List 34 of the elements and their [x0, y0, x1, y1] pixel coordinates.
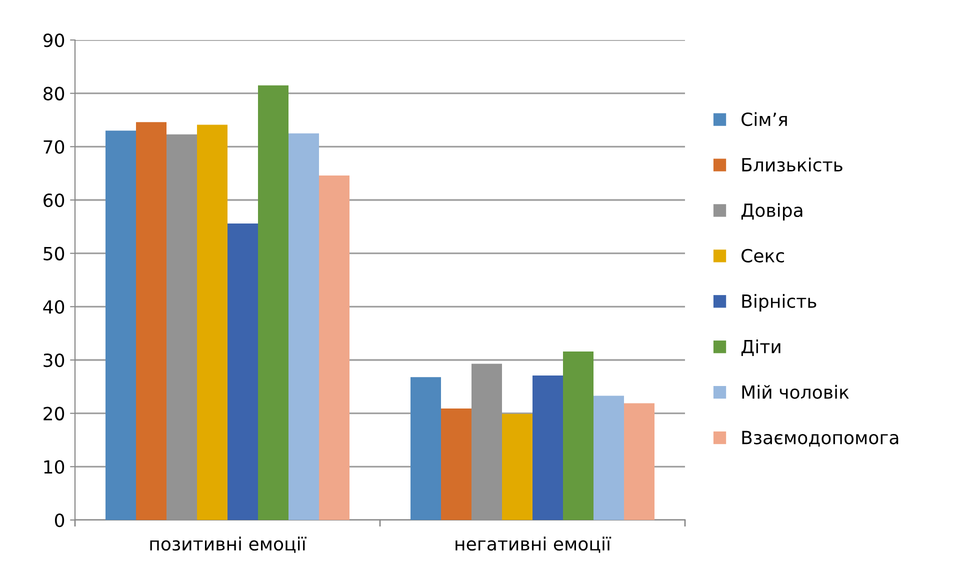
- bar: [106, 130, 136, 520]
- bar: [288, 133, 319, 520]
- y-tick-label: 30: [44, 353, 64, 368]
- bar: [594, 396, 624, 520]
- legend-label: Мій чоловік: [742, 384, 849, 399]
- bar: [624, 403, 654, 520]
- bar: [563, 351, 594, 520]
- y-tick-label: 50: [44, 246, 64, 260]
- y-tick-label: 10: [44, 460, 64, 474]
- y-tick-label: 80: [44, 86, 64, 100]
- bar: [319, 175, 350, 520]
- y-tick-label: 20: [44, 406, 64, 420]
- bar: [441, 408, 472, 520]
- bar: [228, 223, 258, 520]
- bar: [136, 122, 166, 520]
- legend-label: Довіра: [741, 203, 802, 221]
- x-tick-label: негативні емоції: [456, 536, 612, 553]
- bar: [197, 124, 228, 520]
- legend-label: Близькість: [742, 158, 842, 172]
- bar: [410, 377, 441, 520]
- bar: [502, 414, 532, 520]
- legend-label: Сім’я: [742, 112, 787, 126]
- x-tick-label: позитивні емоції: [150, 536, 306, 553]
- y-tick-label: 70: [44, 140, 64, 154]
- y-tick-label: 60: [44, 193, 64, 208]
- y-tick-label: 0: [54, 513, 64, 528]
- bar: [532, 375, 563, 520]
- legend-label: Секс: [742, 248, 784, 263]
- y-tick-label: 90: [43, 33, 64, 48]
- legend-label: Вірність: [742, 294, 816, 312]
- y-tick-label: 40: [43, 300, 64, 314]
- legend-label: Взаємодопомога: [742, 430, 898, 447]
- legend-label: Діти: [741, 339, 780, 356]
- bar: [258, 85, 288, 520]
